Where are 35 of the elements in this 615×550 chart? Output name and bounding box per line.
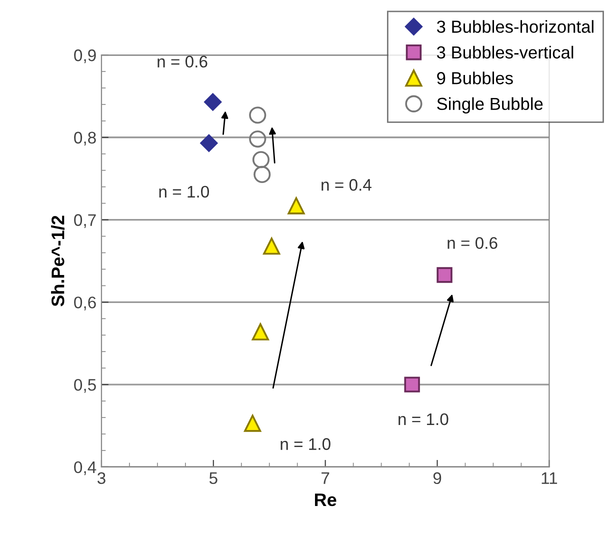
- annotation: n = 0.6: [448, 237, 498, 249]
- point: [263, 238, 280, 255]
- point: [244, 414, 262, 432]
- x-tick-label: 5: [209, 472, 218, 484]
- x-tick-label: 9: [433, 472, 442, 484]
- point: [288, 197, 305, 214]
- legend-label: 9 Bubbles: [437, 72, 513, 84]
- y-tick-label: 0,7: [74, 214, 96, 228]
- point: [249, 106, 266, 124]
- y-tick-label: 0,9: [74, 49, 96, 64]
- point: [252, 151, 270, 168]
- y-tick-label: 0,6: [74, 296, 96, 310]
- legend-label: 3 Bubbles-vertical: [436, 46, 574, 59]
- x-tick-label: 7: [322, 472, 330, 484]
- y-axis-title: Sh.Pe^-1/2: [51, 216, 65, 306]
- x-axis-title: Re: [315, 494, 336, 506]
- x-tick-label: 3: [97, 472, 106, 484]
- annotation: n = 0.4: [322, 179, 372, 191]
- annotation: n = 1.0: [159, 186, 209, 198]
- x-tick-label: 11: [542, 472, 558, 484]
- point: [200, 134, 218, 152]
- point: [252, 323, 269, 340]
- annotation: n = 1.0: [280, 438, 330, 450]
- point: [204, 93, 222, 111]
- legend-label: 3 Bubbles-horizontal: [436, 20, 594, 33]
- point: [436, 267, 452, 283]
- y-tick-label: 0,4: [74, 461, 96, 476]
- annotation: n = 1.0: [398, 413, 448, 426]
- y-tick-label: 0,5: [74, 378, 96, 393]
- point: [404, 376, 420, 392]
- point: [254, 166, 271, 184]
- point: [249, 130, 266, 148]
- legend-label: Single Bubble: [437, 97, 543, 114]
- y-tick-label: 0,8: [74, 132, 96, 146]
- annotation: n = 0.6: [158, 56, 208, 68]
